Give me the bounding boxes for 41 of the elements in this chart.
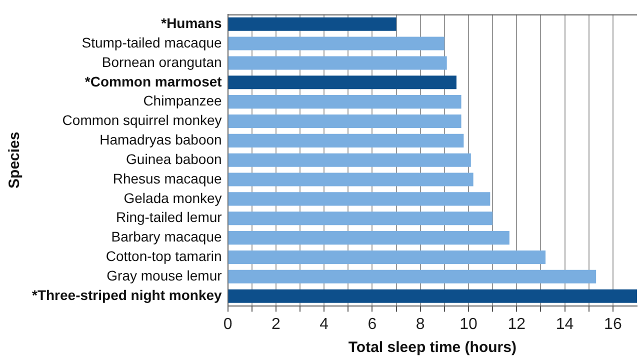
y-tick-label: Chimpanzee <box>143 92 222 109</box>
bar <box>228 95 462 109</box>
y-tick-label: Gelada monkey <box>124 190 222 206</box>
x-axis-title: Total sleep time (hours) <box>348 339 516 356</box>
y-tick-label: Stump-tailed macaque <box>82 34 222 50</box>
y-tick-label: Ring-tailed lemur <box>116 209 222 226</box>
bar <box>228 192 490 206</box>
y-tick-label: Rhesus macaque <box>112 170 222 186</box>
bar <box>228 153 471 167</box>
x-tick-label: 16 <box>604 316 622 333</box>
y-tick-label: Common squirrel monkey <box>62 112 222 128</box>
bar <box>228 172 474 186</box>
x-tick-label: 14 <box>556 316 574 333</box>
x-tick-label: 12 <box>508 316 526 333</box>
bar <box>228 17 396 31</box>
y-tick-label: Cotton-top tamarin <box>106 248 222 264</box>
bar <box>228 56 447 70</box>
y-tick-label: *Three-striped night monkey <box>32 286 222 303</box>
x-tick-label: 6 <box>368 316 377 333</box>
x-tick-label: 4 <box>320 316 329 333</box>
y-tick-label: *Common marmoset <box>84 73 222 90</box>
x-tick-label: 10 <box>460 316 478 333</box>
bar <box>228 289 637 303</box>
y-tick-label: Guinea baboon <box>126 150 222 167</box>
x-tick-label: 2 <box>271 316 280 333</box>
bar <box>228 270 596 284</box>
bar <box>228 114 462 128</box>
bar <box>228 231 510 245</box>
y-tick-label: *Humans <box>161 14 222 31</box>
y-tick-label: Bornean orangutan <box>102 54 222 70</box>
bar <box>228 76 456 90</box>
y-tick-label: Barbary macaque <box>111 228 222 245</box>
bar <box>228 212 493 226</box>
bar <box>228 134 464 148</box>
y-tick-label: Hamadryas baboon <box>100 132 222 148</box>
x-tick-label: 0 <box>223 316 232 333</box>
bar <box>228 36 444 50</box>
x-tick-label: 8 <box>416 316 425 333</box>
y-tick-label: Gray mouse lemur <box>106 268 222 284</box>
bar <box>228 250 546 264</box>
y-axis-title: Species <box>6 132 24 188</box>
